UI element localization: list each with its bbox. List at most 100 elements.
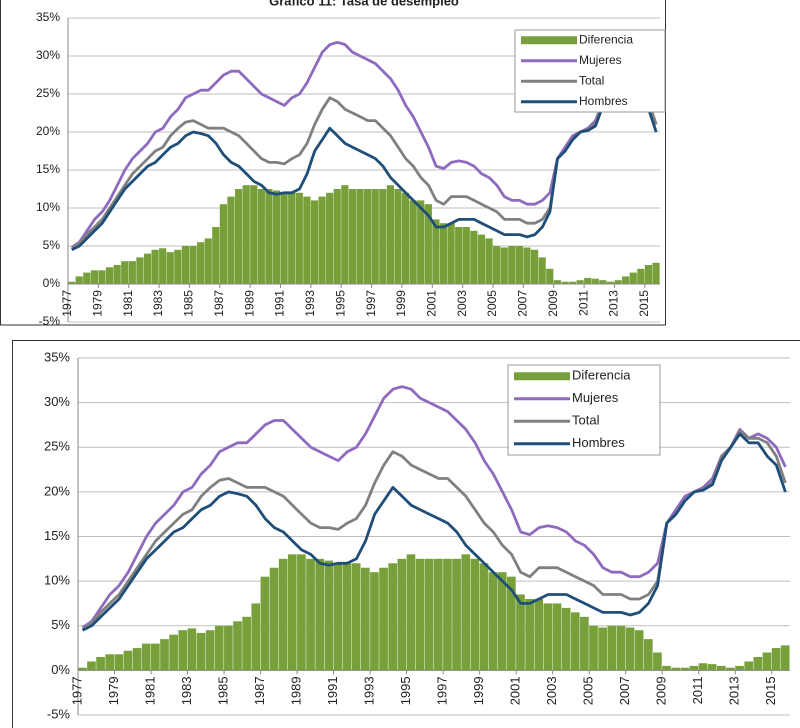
chart: -5% 0% 5% 10% 15% 20% 25% 30% 35% 1977 1979 1981 198… — [44, 349, 790, 721]
bar — [538, 257, 546, 284]
bar — [515, 246, 524, 284]
bar — [599, 280, 607, 284]
bar — [388, 563, 398, 671]
x-tick-label: 2007 — [617, 676, 632, 705]
bar — [141, 643, 151, 671]
bar — [348, 189, 357, 284]
bar — [324, 560, 334, 671]
x-tick-label: 1997 — [364, 290, 378, 317]
bar — [68, 281, 76, 284]
bar — [534, 598, 544, 671]
bar — [461, 554, 471, 671]
bar — [726, 667, 735, 671]
x-tick-label: 2013 — [607, 290, 621, 317]
bar — [83, 272, 91, 284]
bar — [364, 189, 372, 284]
bar — [680, 667, 690, 671]
bar — [288, 192, 296, 284]
bar — [251, 603, 261, 671]
x-tick-label: 2003 — [455, 290, 469, 317]
y-tick-label: 35% — [36, 10, 60, 24]
bar — [178, 630, 188, 671]
bar — [409, 200, 417, 284]
bar — [488, 572, 498, 671]
bar — [123, 650, 133, 671]
x-tick-label: 1987 — [212, 290, 226, 317]
legend-label: Total — [572, 413, 600, 428]
chart-title: Gráfico 11: Tasa de desempleo — [269, 0, 459, 8]
bar — [386, 185, 394, 284]
bar — [90, 270, 98, 284]
bar — [591, 278, 599, 284]
x-tick-label: 2011 — [576, 290, 590, 316]
bar — [136, 257, 144, 284]
bar — [753, 656, 763, 671]
bar — [424, 558, 434, 671]
bar — [625, 627, 635, 671]
chart: Gráfico 11: Tasa de desempleo -5% 0% 5% 10% 1… — [36, 0, 666, 328]
bar — [197, 242, 205, 284]
x-tick-label: 1999 — [394, 290, 408, 317]
legend-label: Diferencia — [572, 368, 631, 383]
legend-swatch — [514, 372, 570, 381]
bar — [87, 661, 96, 671]
bar — [716, 665, 726, 671]
bar — [424, 204, 432, 284]
y-tick-label: 25% — [36, 86, 60, 100]
bar — [98, 270, 106, 284]
x-tick-label: 1991 — [325, 676, 340, 705]
legend-swatch — [521, 36, 577, 45]
y-tick-label: 20% — [36, 124, 60, 138]
x-tick-label: 2015 — [637, 290, 651, 317]
bar — [698, 663, 708, 671]
bar — [470, 558, 480, 671]
bar — [151, 249, 159, 284]
y-tick-label: -5% — [47, 706, 71, 721]
bar — [166, 252, 174, 284]
y-tick-label: 5% — [51, 617, 70, 632]
bar — [379, 189, 387, 284]
bar — [434, 558, 443, 671]
bar — [606, 281, 615, 284]
y-tick-label: 15% — [36, 162, 60, 176]
bar — [370, 572, 379, 671]
bar — [287, 554, 297, 671]
bar — [114, 654, 124, 671]
x-tick-label: 1997 — [435, 676, 450, 705]
bar — [78, 667, 87, 671]
x-tick-label: 2005 — [581, 676, 596, 705]
bar — [707, 664, 717, 671]
bar — [242, 185, 250, 284]
bar — [561, 281, 569, 284]
bar — [516, 594, 525, 671]
bar — [570, 612, 580, 671]
bar — [644, 265, 653, 284]
x-tick-label: 1995 — [398, 676, 413, 705]
x-tick-label: 1981 — [142, 676, 157, 705]
bar — [530, 249, 539, 284]
bar — [75, 276, 83, 284]
bar — [485, 238, 493, 284]
line — [81, 432, 787, 632]
bar — [204, 238, 212, 284]
bar — [397, 558, 407, 671]
x-tick-label: 2009 — [546, 290, 560, 317]
bar — [260, 576, 270, 671]
bar — [233, 621, 242, 671]
x-tick-label: 1993 — [303, 290, 317, 317]
bar — [762, 652, 772, 671]
bar — [470, 230, 478, 284]
bar — [105, 654, 115, 671]
bar — [342, 563, 352, 671]
bar — [224, 625, 233, 671]
bar — [576, 280, 584, 284]
bar — [257, 189, 265, 284]
x-tick-label: 2011 — [690, 676, 705, 704]
bar — [637, 268, 645, 284]
x-tick-label: 2001 — [424, 290, 438, 317]
x-tick-label: 2009 — [654, 676, 669, 705]
x-tick-label: 1983 — [179, 676, 194, 705]
bar — [580, 616, 589, 671]
bar — [189, 246, 197, 284]
bar — [671, 667, 681, 671]
